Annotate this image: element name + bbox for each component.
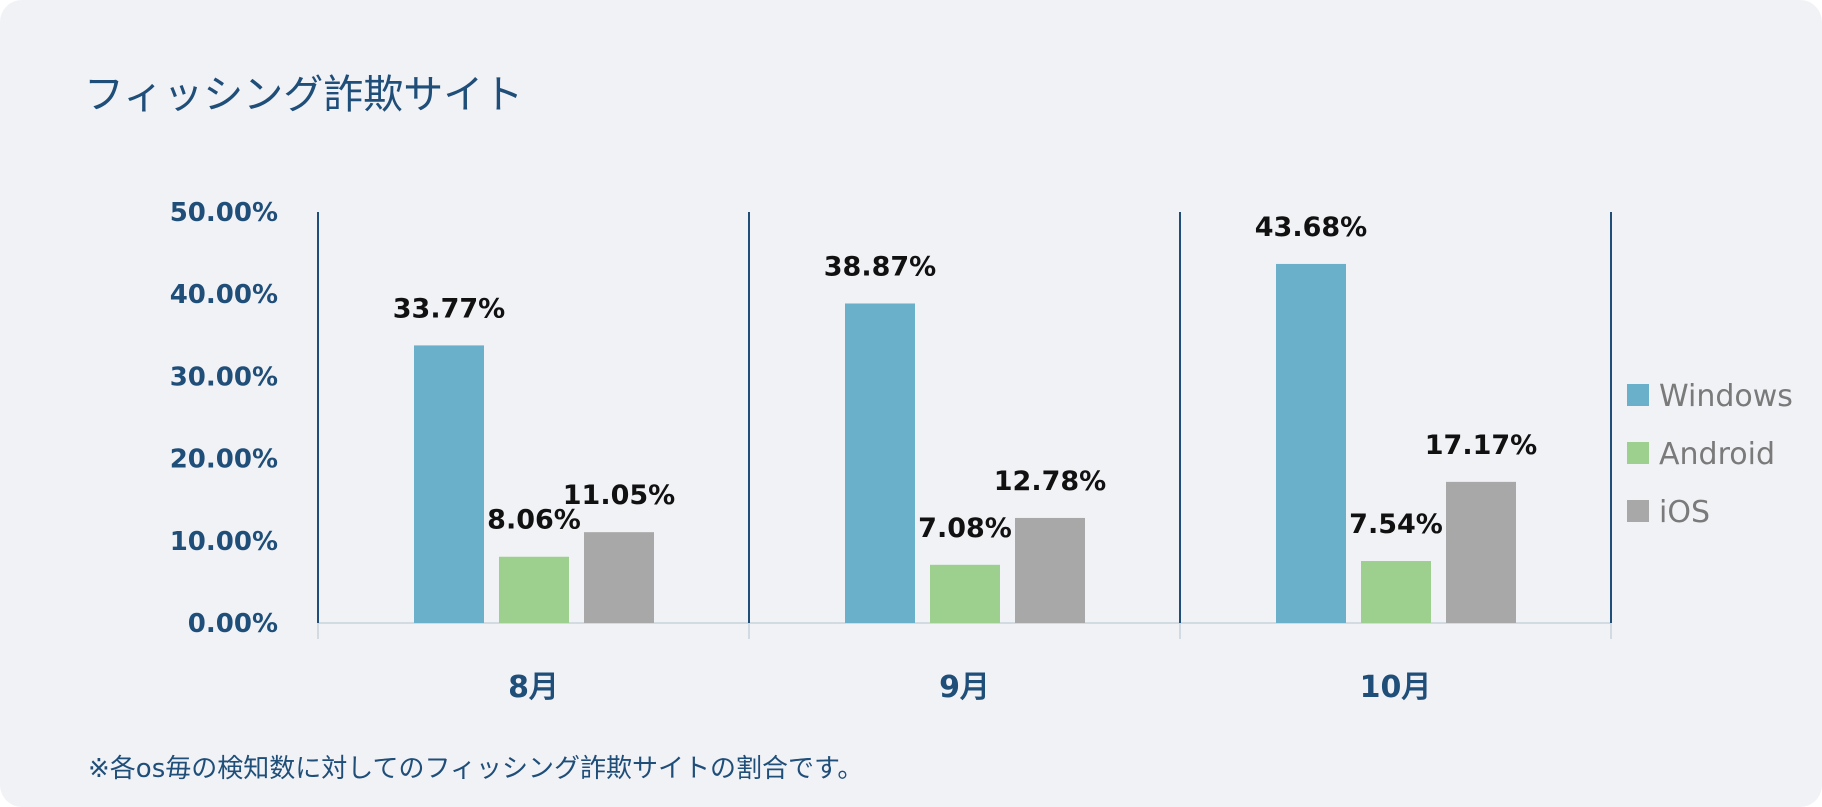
- legend-swatch-ios: [1627, 500, 1649, 522]
- y-tick-label: 20.00%: [170, 445, 278, 475]
- bar-android: [1361, 561, 1431, 623]
- x-tick-label: 10月: [1360, 670, 1432, 705]
- legend-label-windows: Windows: [1659, 379, 1793, 414]
- legend-label-android: Android: [1659, 437, 1775, 472]
- bar-ios: [584, 532, 654, 623]
- bar-android: [499, 556, 569, 623]
- y-tick-label: 0.00%: [188, 609, 278, 639]
- x-tick-label: 9月: [939, 670, 990, 705]
- x-tick-label: 8月: [508, 670, 559, 705]
- chart-footnote: ※各os毎の検知数に対してのフィッシング詐欺サイトの割合です。: [88, 754, 864, 784]
- y-tick-label: 30.00%: [170, 362, 278, 392]
- bar-windows: [845, 303, 915, 623]
- legend-label-ios: iOS: [1659, 495, 1710, 530]
- data-label: 7.08%: [918, 513, 1012, 544]
- y-tick-label: 50.00%: [170, 198, 278, 228]
- legend-swatch-android: [1627, 442, 1649, 464]
- bar-windows: [1276, 263, 1346, 623]
- legend-swatch-windows: [1627, 384, 1649, 406]
- data-label: 8.06%: [487, 505, 581, 536]
- data-label: 7.54%: [1349, 509, 1443, 540]
- data-label: 43.68%: [1255, 212, 1367, 243]
- bar-ios: [1446, 481, 1516, 623]
- bar-android: [930, 564, 1000, 623]
- data-label: 38.87%: [824, 251, 936, 282]
- data-label: 11.05%: [563, 480, 675, 511]
- chart-title: フィッシング詐欺サイト: [84, 72, 524, 118]
- bar-windows: [414, 345, 484, 623]
- y-tick-label: 40.00%: [170, 280, 278, 310]
- data-label: 12.78%: [994, 466, 1106, 497]
- bar-ios: [1015, 517, 1085, 623]
- y-tick-label: 10.00%: [170, 527, 278, 557]
- data-label: 17.17%: [1425, 430, 1537, 461]
- data-label: 33.77%: [393, 293, 505, 324]
